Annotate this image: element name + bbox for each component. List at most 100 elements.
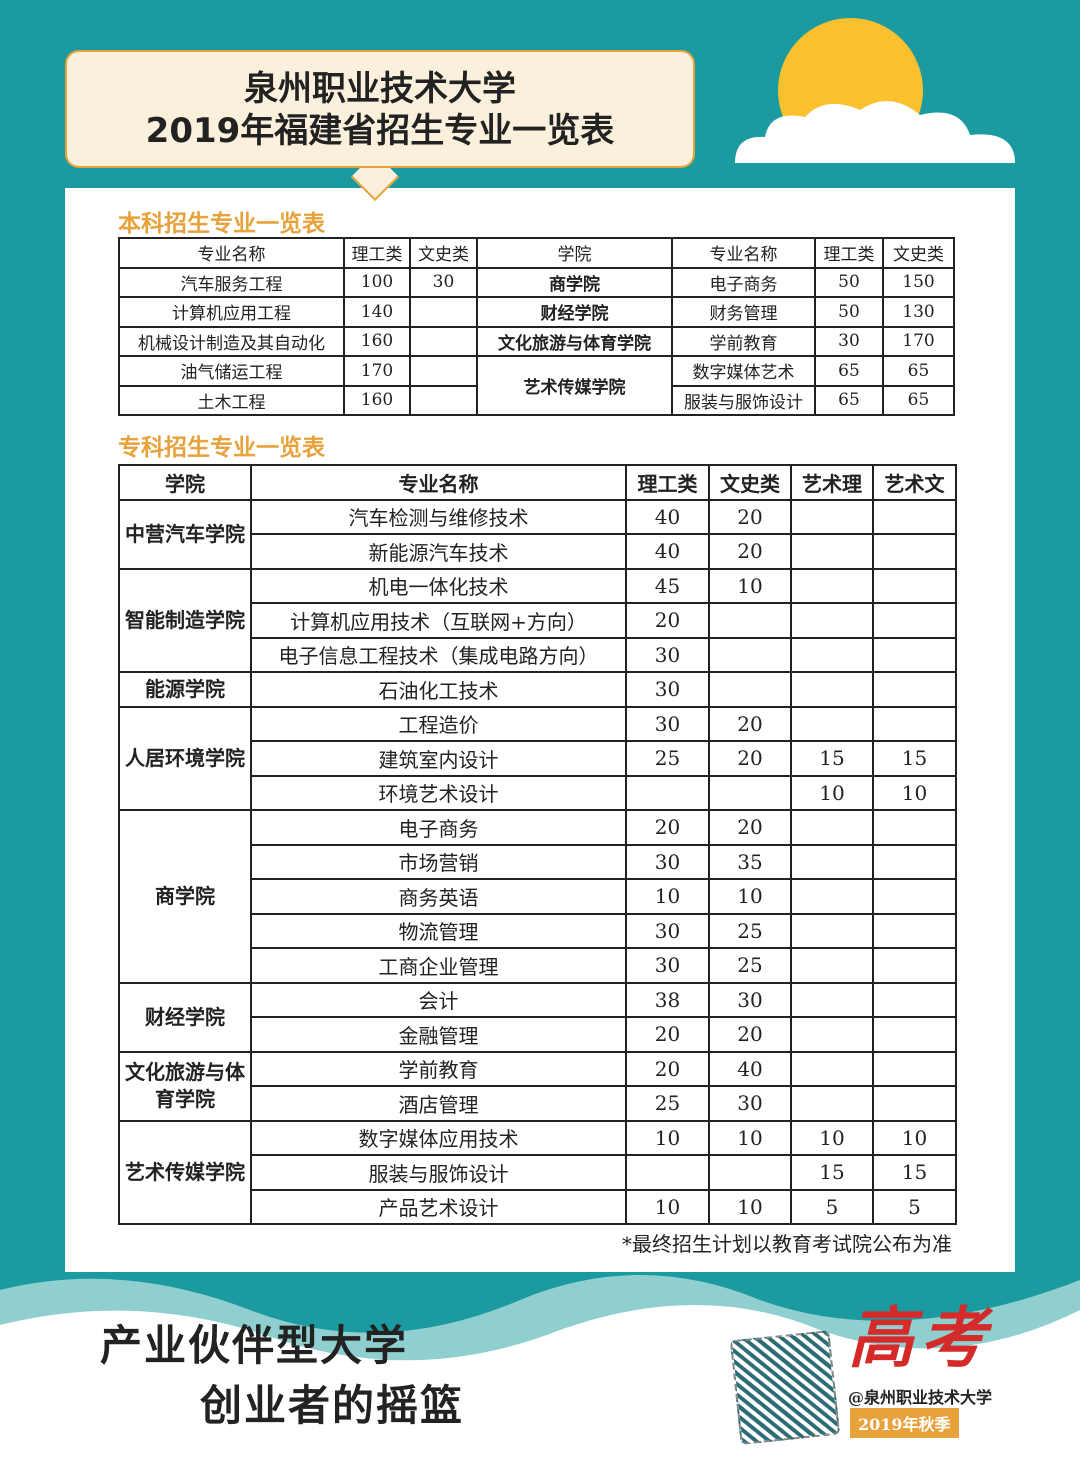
table-header: 专业名称 理工类 文史类 学院 专业名称 理工类 文史类 [118,237,955,269]
arts-quota: 25 [708,912,792,949]
science-quota: 160 [343,325,411,357]
major-name: 工程造价 [250,705,627,742]
table-header: 学院 专业名称 理工类 文史类 艺术理 艺术文 [118,464,957,501]
major-name: 建筑室内设计 [250,740,627,777]
arts-quota: 10 [708,878,792,915]
column-header: 文史类 [882,237,955,269]
art-science-quota [790,636,874,673]
arts-quota: 130 [882,296,955,328]
table-row: 智能制造学院 机电一体化技术 45 10 [118,567,957,673]
table-row: 市场营销 30 35 [119,843,957,880]
science-quota: 25 [625,1085,710,1122]
science-quota: 20 [625,1050,710,1087]
science-quota: 10 [625,878,710,915]
column-header: 学院 [476,237,673,269]
table-row: 建筑室内设计 25 20 15 15 [119,740,957,777]
art-arts-quota [872,567,957,604]
major-name: 金融管理 [250,1016,627,1053]
art-science-quota: 5 [790,1188,874,1225]
art-arts-quota [872,671,957,708]
science-quota: 20 [625,602,710,639]
major-name: 计算机应用工程 [118,296,345,328]
arts-quota: 10 [708,1119,792,1156]
table-row: 计算机应用工程 140 财经学院 财务管理 50 130 [118,296,955,328]
column-header: 文史类 [409,237,478,269]
arts-quota: 170 [882,325,955,357]
college-name: 能源学院 [118,671,252,708]
science-quota: 40 [625,498,710,535]
title-banner: 泉州职业技术大学 2019年福建省招生专业一览表 [65,50,695,168]
art-arts-quota [872,705,957,742]
art-arts-quota [872,843,957,880]
table-row: 产品艺术设计 10 10 5 5 [119,1188,957,1225]
art-arts-quota [872,981,957,1018]
major-name: 机械设计制造及其自动化 [118,325,345,357]
major-name: 电子信息工程技术（集成电路方向） [250,636,627,673]
art-science-quota: 10 [790,1119,874,1156]
major-name: 电子商务 [671,266,816,298]
arts-quota [708,636,792,673]
art-arts-quota [872,878,957,915]
college-name: 艺术传媒学院 [118,1119,252,1225]
major-name: 商务英语 [250,878,627,915]
science-quota: 100 [343,266,411,298]
account-handle: @泉州职业技术大学 [848,1388,993,1407]
undergrad-heading: 本科招生专业一览表 [118,211,325,237]
arts-quota: 25 [708,947,792,984]
science-quota: 30 [625,671,710,708]
table-row: 环境艺术设计 10 10 [119,774,957,811]
science-quota: 160 [343,384,411,416]
arts-quota: 35 [708,843,792,880]
major-name: 新能源汽车技术 [250,533,627,570]
column-header: 专业名称 [118,237,345,269]
qr-code[interactable] [729,1330,841,1445]
table-row: 人居环境学院 工程造价 30 20 [118,705,957,811]
arts-quota: 65 [882,355,955,387]
art-science-quota [790,671,874,708]
science-quota: 38 [625,981,710,1018]
art-science-quota [790,1085,874,1122]
arts-quota: 40 [708,1050,792,1087]
major-name: 物流管理 [250,912,627,949]
arts-quota: 65 [882,384,955,416]
table-row: 文化旅游与体育学院 学前教育 20 40 [118,1050,957,1122]
column-header: 文史类 [708,464,792,501]
table-row: 土木工程 160 服装与服饰设计 65 65 [118,384,955,416]
art-arts-quota [872,1016,957,1053]
arts-quota: 150 [882,266,955,298]
art-science-quota: 15 [790,740,874,777]
table-row: 新能源汽车技术 40 20 [119,533,957,570]
arts-quota [708,774,792,811]
college-name: 人居环境学院 [118,705,252,811]
science-quota: 170 [343,355,411,387]
arts-quota [409,355,478,387]
art-science-quota [790,809,874,846]
arts-quota: 10 [708,1188,792,1225]
college-name: 商学院 [118,809,252,984]
table-row: 物流管理 30 25 [119,912,957,949]
art-science-quota [790,567,874,604]
science-quota: 30 [625,947,710,984]
table-row: 金融管理 20 20 [119,1016,957,1053]
science-quota: 45 [625,567,710,604]
title-line2: 2019年福建省招生专业一览表 [145,111,615,151]
arts-quota: 20 [708,498,792,535]
art-arts-quota [872,809,957,846]
science-quota: 65 [814,384,884,416]
table-row: 商务英语 10 10 [119,878,957,915]
arts-quota [708,1154,792,1191]
science-quota: 30 [625,636,710,673]
science-quota: 20 [625,1016,710,1053]
art-science-quota: 15 [790,1154,874,1191]
arts-quota: 30 [708,1085,792,1122]
art-science-quota [790,533,874,570]
footnote: *最终招生计划以教育考试院公布为准 [622,1232,952,1256]
arts-quota [409,296,478,328]
major-name: 酒店管理 [250,1085,627,1122]
college-name: 艺术传媒学院 [476,355,673,416]
table-row: 工商企业管理 30 25 [119,947,957,984]
art-arts-quota [872,498,957,535]
arts-quota: 20 [708,533,792,570]
major-name: 会计 [250,981,627,1018]
art-science-quota [790,981,874,1018]
